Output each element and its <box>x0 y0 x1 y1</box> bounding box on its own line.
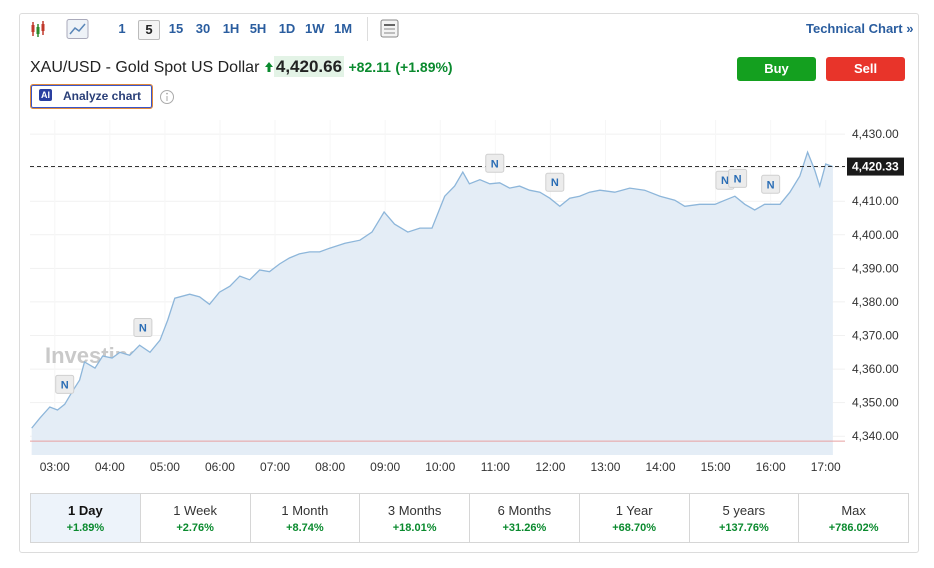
period-name: 6 Months <box>497 503 552 518</box>
widget-frame <box>19 13 919 553</box>
x-tick-label: 14:00 <box>646 460 676 474</box>
news-marker-label: N <box>61 379 69 391</box>
up-arrow <box>264 62 273 72</box>
analyze-text: Analyze chart <box>63 89 142 103</box>
current-price-label: 4,420.33 <box>852 160 899 174</box>
period-name: 1 Year <box>615 503 653 518</box>
interval-button[interactable]: 1D <box>278 21 296 36</box>
period-tab[interactable]: 1 Year +68.70% <box>578 494 689 542</box>
period-name: 1 Week <box>173 503 218 518</box>
x-tick-label: 05:00 <box>150 460 180 474</box>
separator <box>367 17 368 41</box>
y-tick-label: 4,370.00 <box>852 329 899 343</box>
period-tabs: 1 Day +1.89% 1 Week +2.76% 1 Month +8.74% 3 Mo… <box>30 493 909 543</box>
x-tick-label: 13:00 <box>590 460 620 474</box>
period-name: Max <box>841 503 866 518</box>
y-tick-label: 4,410.00 <box>852 194 899 208</box>
period-tab[interactable]: 1 Week +2.76% <box>139 494 250 542</box>
period-change: +68.70% <box>612 522 656 534</box>
x-tick-label: 12:00 <box>535 460 565 474</box>
period-tab[interactable]: Max +786.02% <box>798 494 908 542</box>
period-tab[interactable]: 3 Months +18.01% <box>359 494 469 542</box>
link-arrow: » <box>906 21 914 36</box>
interval-button[interactable]: 1 <box>118 21 126 36</box>
x-tick-label: 08:00 <box>315 460 345 474</box>
period-change: +18.01% <box>392 522 437 534</box>
period-tab[interactable]: 1 Day +1.89% <box>31 494 140 542</box>
price-change: +82.11 <box>348 59 391 75</box>
y-tick-label: 4,400.00 <box>852 228 899 242</box>
price-change-pct: (+1.89%) <box>395 59 453 75</box>
price-line <box>31 150 834 429</box>
x-tick-label: 09:00 <box>370 460 400 474</box>
news-marker-label: N <box>734 173 742 185</box>
current-price-box <box>847 157 904 176</box>
analyze-chart-button[interactable]: AI Analyze chart <box>30 84 153 109</box>
x-tick-label: 03:00 <box>40 460 70 474</box>
quote-header: XAU/USD - Gold Spot US Dollar 4,420.66 +… <box>30 56 453 77</box>
y-tick-label: 4,340.00 <box>852 429 899 443</box>
last-price: 4,420.66 <box>273 56 345 77</box>
y-tick-label: 4,350.00 <box>852 396 899 410</box>
sell-button[interactable]: Sell <box>826 57 905 81</box>
news-marker-label: N <box>721 175 729 187</box>
news-marker-label: N <box>491 158 499 170</box>
period-tab[interactable]: 1 Month +8.74% <box>249 494 360 542</box>
info-icon[interactable] <box>159 89 175 105</box>
interval-button[interactable]: 1H <box>222 21 240 36</box>
interval-button[interactable]: 30 <box>195 21 211 36</box>
buy-button[interactable]: Buy <box>737 57 816 81</box>
x-tick-label: 11:00 <box>481 460 510 474</box>
period-name: 3 Months <box>387 503 442 518</box>
period-change: +2.76% <box>176 522 214 534</box>
news-marker <box>761 174 781 194</box>
news-marker <box>485 153 505 173</box>
chart-type-icons <box>31 19 89 39</box>
x-tick-label: 07:00 <box>260 460 290 474</box>
news-marker <box>55 374 75 394</box>
news-marker <box>728 168 748 188</box>
period-change: +786.02% <box>828 522 879 534</box>
table-icon[interactable] <box>380 19 400 39</box>
x-tick-label: 06:00 <box>205 460 235 474</box>
period-name: 1 Month <box>281 503 329 518</box>
price-area <box>31 152 833 455</box>
x-tick-label: 17:00 <box>811 460 841 474</box>
instrument-name: XAU/USD - Gold Spot US Dollar <box>30 59 260 76</box>
price-chart: 4,340.00 4,350.00 4,360.00 4,370.00 4,380.00… <box>30 127 904 474</box>
period-change: +137.76% <box>718 522 769 534</box>
news-marker <box>545 172 565 192</box>
x-tick-label: 10:00 <box>425 460 455 474</box>
y-tick-label: 4,380.00 <box>852 295 899 309</box>
technical-chart-link[interactable]: Technical Chart » <box>806 21 913 36</box>
period-name: 5 years <box>722 503 766 518</box>
news-marker <box>133 317 153 337</box>
y-tick-label: 4,430.00 <box>852 127 899 141</box>
x-tick-label: 16:00 <box>756 460 786 474</box>
period-name: 1 Day <box>68 503 103 518</box>
ai-badge: AI <box>39 89 52 101</box>
interval-button[interactable]: 1M <box>334 21 353 36</box>
y-tick-label: 4,360.00 <box>852 362 899 376</box>
news-marker-label: N <box>139 322 147 334</box>
news-marker-label: N <box>767 179 775 191</box>
period-change: +1.89% <box>66 522 105 534</box>
period-tab[interactable]: 6 Months +31.26% <box>469 494 579 542</box>
period-change: +8.74% <box>286 522 324 534</box>
x-tick-label: 15:00 <box>701 460 731 474</box>
y-tick-label: 4,390.00 <box>852 261 899 275</box>
link-text: Technical Chart <box>806 21 903 36</box>
news-marker-label: N <box>551 177 559 189</box>
interval-button[interactable]: 5 <box>138 20 160 40</box>
interval-button[interactable]: 1W <box>305 21 325 36</box>
period-change: +31.26% <box>502 522 547 534</box>
x-tick-label: 04:00 <box>95 460 125 474</box>
interval-button[interactable]: 15 <box>168 21 184 36</box>
period-tab[interactable]: 5 years +137.76% <box>688 494 799 542</box>
interval-button[interactable]: 5H <box>249 21 267 36</box>
